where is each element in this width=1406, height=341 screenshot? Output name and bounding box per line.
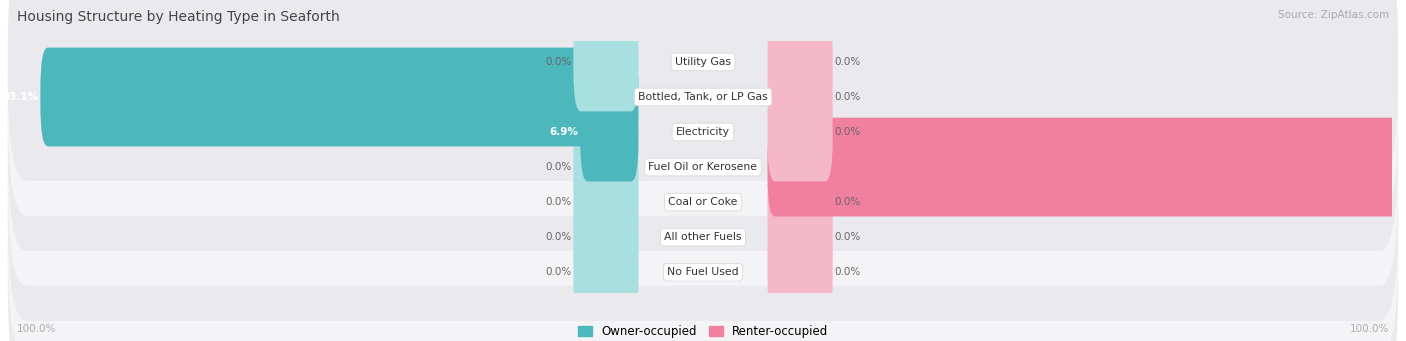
FancyBboxPatch shape xyxy=(768,153,832,252)
Text: 0.0%: 0.0% xyxy=(546,232,571,242)
FancyBboxPatch shape xyxy=(581,83,638,181)
Text: Housing Structure by Heating Type in Seaforth: Housing Structure by Heating Type in Sea… xyxy=(17,10,340,24)
FancyBboxPatch shape xyxy=(574,223,638,322)
FancyBboxPatch shape xyxy=(8,153,1398,341)
FancyBboxPatch shape xyxy=(574,13,638,112)
Text: 6.9%: 6.9% xyxy=(550,127,578,137)
FancyBboxPatch shape xyxy=(768,188,832,286)
Text: 0.0%: 0.0% xyxy=(546,197,571,207)
FancyBboxPatch shape xyxy=(8,0,1398,216)
FancyBboxPatch shape xyxy=(768,223,832,322)
FancyBboxPatch shape xyxy=(8,0,1398,181)
FancyBboxPatch shape xyxy=(574,188,638,286)
Text: Coal or Coke: Coal or Coke xyxy=(668,197,738,207)
Text: 0.0%: 0.0% xyxy=(546,267,571,277)
Text: 100.0%: 100.0% xyxy=(1350,324,1389,334)
Text: 0.0%: 0.0% xyxy=(835,127,860,137)
Text: Bottled, Tank, or LP Gas: Bottled, Tank, or LP Gas xyxy=(638,92,768,102)
FancyBboxPatch shape xyxy=(574,118,638,217)
Legend: Owner-occupied, Renter-occupied: Owner-occupied, Renter-occupied xyxy=(572,321,834,341)
FancyBboxPatch shape xyxy=(8,13,1398,251)
FancyBboxPatch shape xyxy=(574,153,638,252)
FancyBboxPatch shape xyxy=(41,48,638,146)
FancyBboxPatch shape xyxy=(768,118,1406,217)
Text: Fuel Oil or Kerosene: Fuel Oil or Kerosene xyxy=(648,162,758,172)
FancyBboxPatch shape xyxy=(768,13,832,112)
Text: All other Fuels: All other Fuels xyxy=(664,232,742,242)
FancyBboxPatch shape xyxy=(8,48,1398,286)
Text: Source: ZipAtlas.com: Source: ZipAtlas.com xyxy=(1278,10,1389,20)
Text: 0.0%: 0.0% xyxy=(835,232,860,242)
Text: 0.0%: 0.0% xyxy=(835,57,860,67)
Text: No Fuel Used: No Fuel Used xyxy=(668,267,738,277)
Text: Electricity: Electricity xyxy=(676,127,730,137)
Text: Utility Gas: Utility Gas xyxy=(675,57,731,67)
FancyBboxPatch shape xyxy=(768,48,832,146)
Text: 0.0%: 0.0% xyxy=(835,197,860,207)
Text: 0.0%: 0.0% xyxy=(546,57,571,67)
FancyBboxPatch shape xyxy=(8,83,1398,321)
Text: 93.1%: 93.1% xyxy=(3,92,38,102)
FancyBboxPatch shape xyxy=(768,83,832,181)
FancyBboxPatch shape xyxy=(8,118,1398,341)
Text: 100.0%: 100.0% xyxy=(17,324,56,334)
Text: 0.0%: 0.0% xyxy=(835,267,860,277)
Text: 0.0%: 0.0% xyxy=(546,162,571,172)
Text: 0.0%: 0.0% xyxy=(835,92,860,102)
